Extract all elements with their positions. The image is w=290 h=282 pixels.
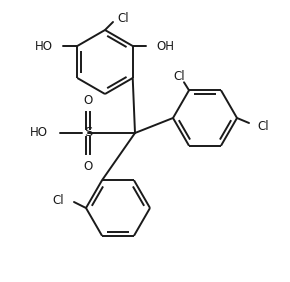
Text: OH: OH (157, 39, 175, 52)
Text: Cl: Cl (257, 120, 269, 133)
Text: S: S (84, 127, 92, 140)
Text: O: O (84, 94, 93, 107)
Text: Cl: Cl (173, 70, 185, 83)
Text: Cl: Cl (117, 12, 129, 25)
Text: HO: HO (30, 127, 48, 140)
Text: Cl: Cl (52, 193, 64, 206)
Text: HO: HO (35, 39, 53, 52)
Text: O: O (84, 160, 93, 173)
